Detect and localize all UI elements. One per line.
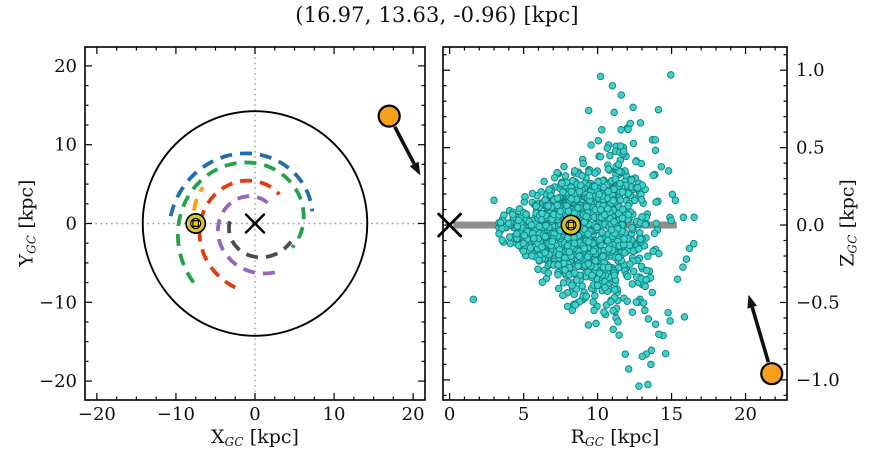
tick-label: −10 xyxy=(39,292,77,313)
axis-label-unit: [kpc] xyxy=(836,179,859,235)
tick-label: 0.0 xyxy=(796,215,825,236)
x-axis-label-xgc: XGC [kpc] xyxy=(85,426,425,449)
motion-arrow xyxy=(393,125,421,176)
axis-label-subscript: GC xyxy=(24,234,39,254)
scatter-points xyxy=(469,71,698,390)
axis-frame-and-ticks: 0 5 10 15 20 1.0 0.5 0.0 −0.5 −1.0 xyxy=(442,46,840,425)
tick-label: 0.5 xyxy=(796,138,825,159)
axis-label-unit: [kpc] xyxy=(604,426,660,448)
spiral-arm-orange-arm xyxy=(192,186,205,211)
axis-label-subscript: GC xyxy=(584,434,605,449)
spiral-arm-gray-arm xyxy=(227,220,293,260)
tick-label: 0 xyxy=(444,404,455,425)
axis-label-unit: [kpc] xyxy=(15,179,38,235)
target-marker xyxy=(760,362,784,386)
axis-frame-and-ticks: −20 −10 0 10 20 20 10 0 −10 −20 xyxy=(39,46,426,425)
spiral-arms xyxy=(168,151,315,290)
tick-label: 20 xyxy=(734,404,757,425)
tick-label: 10 xyxy=(586,404,609,425)
spiral-arm-purple-arm xyxy=(216,194,276,276)
tick-label: 15 xyxy=(660,404,683,425)
axis-label-base: X xyxy=(211,426,225,448)
tick-label: 5 xyxy=(518,404,529,425)
spiral-arm-green-arm xyxy=(176,160,306,284)
sun-marker xyxy=(185,213,207,234)
y-axis-label-ygc: YGC [kpc] xyxy=(16,180,39,267)
galaxy-boundary-circle xyxy=(141,110,369,337)
target-marker xyxy=(377,104,401,128)
tick-label: 1.0 xyxy=(796,60,825,81)
spiral-arm-red-arm xyxy=(197,178,281,290)
axis-label-base: R xyxy=(570,426,585,448)
y-axis-label-zgc: ZGC [kpc] xyxy=(837,179,860,267)
sun-marker xyxy=(560,214,582,236)
axis-label-subscript: GC xyxy=(845,234,860,254)
tick-label: −0.5 xyxy=(796,292,840,313)
panel-galactic-xy: −20 −10 0 10 20 20 10 0 −10 −20 xyxy=(39,46,426,425)
tick-label: 0 xyxy=(66,214,77,235)
axis-label-base: Z xyxy=(836,253,859,267)
tick-label: 0 xyxy=(249,404,260,425)
figure-title: (16.97, 13.63, -0.96) [kpc] xyxy=(295,3,579,27)
tick-label: −1.0 xyxy=(796,370,840,391)
tick-label: 10 xyxy=(323,404,346,425)
panel-galactic-rz: 0 5 10 15 20 1.0 0.5 0.0 −0.5 −1.0 xyxy=(437,46,840,425)
axis-label-base: Y xyxy=(15,253,38,267)
spiral-arm-blue-arm xyxy=(168,151,315,217)
tick-label: 20 xyxy=(54,56,77,77)
x-axis-label-rgc: RGC [kpc] xyxy=(443,426,787,449)
tick-label: −10 xyxy=(157,404,195,425)
axis-label-unit: [kpc] xyxy=(243,426,299,448)
galactic-center-marker xyxy=(244,213,266,234)
motion-arrow xyxy=(747,294,771,363)
tick-label: 20 xyxy=(402,404,425,425)
tick-label: −20 xyxy=(39,371,77,392)
axis-label-subscript: GC xyxy=(224,434,244,449)
tick-label: −20 xyxy=(78,404,116,425)
tick-label: 10 xyxy=(54,135,77,156)
